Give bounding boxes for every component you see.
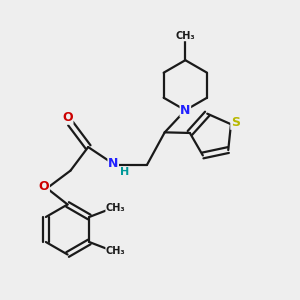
Text: N: N (180, 104, 190, 117)
Text: CH₃: CH₃ (176, 31, 195, 41)
Text: CH₃: CH₃ (106, 203, 125, 213)
Text: O: O (62, 111, 73, 124)
Text: N: N (108, 157, 119, 170)
Text: H: H (120, 167, 130, 177)
Text: CH₃: CH₃ (106, 246, 125, 256)
Text: O: O (39, 180, 49, 193)
Text: S: S (231, 116, 240, 129)
